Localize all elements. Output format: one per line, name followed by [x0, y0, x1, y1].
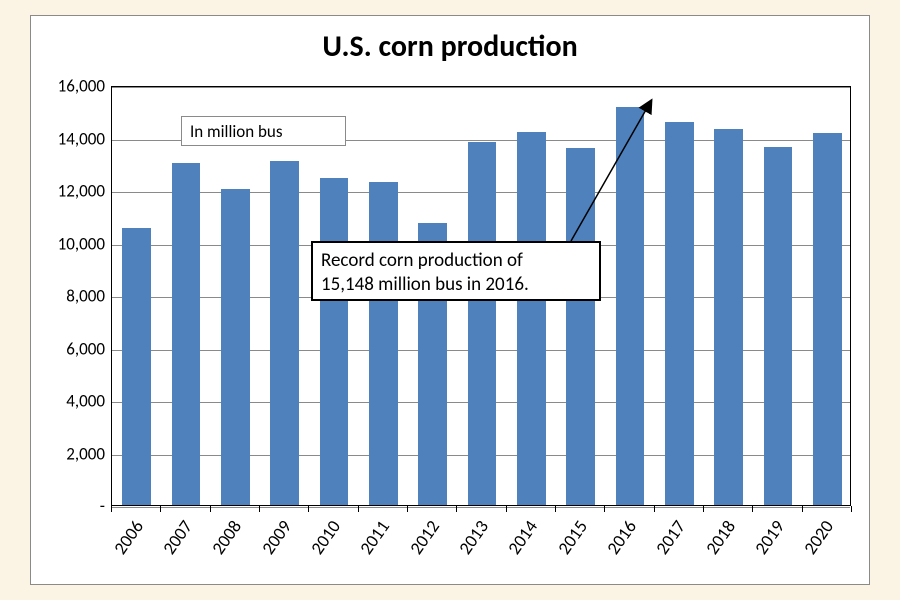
y-axis-label: 8,000	[41, 288, 105, 305]
x-tick	[456, 506, 457, 512]
annotation-arrow	[31, 16, 871, 586]
chart-container: U.S. corn production In million bus Reco…	[30, 15, 870, 585]
x-tick	[160, 506, 161, 512]
x-tick	[703, 506, 704, 512]
x-tick	[555, 506, 556, 512]
x-tick	[308, 506, 309, 512]
x-tick	[802, 506, 803, 512]
x-tick	[210, 506, 211, 512]
x-tick	[358, 506, 359, 512]
y-axis-label: 16,000	[41, 78, 105, 95]
y-axis-label: 4,000	[41, 393, 105, 410]
x-tick	[752, 506, 753, 512]
x-tick	[259, 506, 260, 512]
y-axis-label: 10,000	[41, 235, 105, 252]
y-axis-label: 12,000	[41, 183, 105, 200]
y-axis-label: -	[41, 498, 105, 515]
x-tick	[111, 506, 112, 512]
x-tick	[506, 506, 507, 512]
x-tick	[851, 506, 852, 512]
x-tick	[407, 506, 408, 512]
x-tick	[604, 506, 605, 512]
x-tick	[654, 506, 655, 512]
y-axis-label: 2,000	[41, 445, 105, 462]
y-axis-label: 6,000	[41, 340, 105, 357]
y-axis-label: 14,000	[41, 130, 105, 147]
